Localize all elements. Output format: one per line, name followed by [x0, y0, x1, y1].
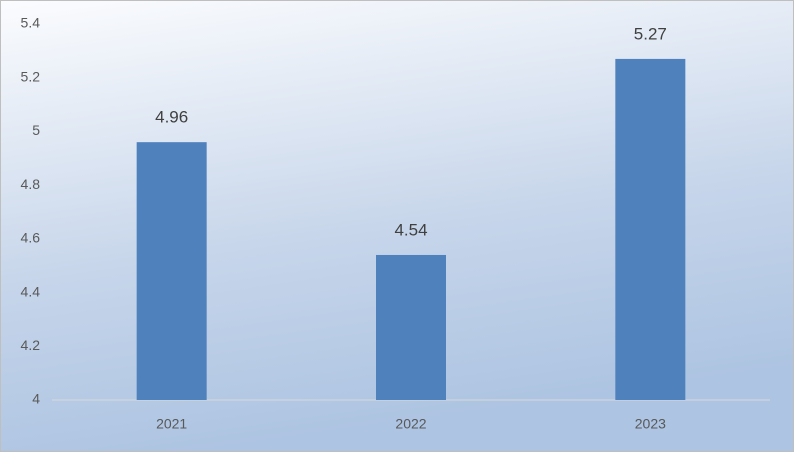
y-tick-label: 5.4 — [21, 15, 41, 31]
y-tick-label: 5 — [32, 122, 40, 138]
bar — [376, 254, 446, 400]
bar — [615, 58, 686, 401]
y-tick-label: 5.2 — [21, 68, 41, 84]
y-tick-label: 4.2 — [21, 337, 41, 353]
bar — [136, 142, 207, 400]
data-label: 4.96 — [155, 108, 188, 127]
x-tick-label: 2021 — [156, 416, 187, 432]
x-tick-label: 2022 — [395, 416, 426, 432]
y-tick-label: 4.6 — [21, 230, 41, 246]
data-label: 4.54 — [394, 220, 427, 239]
y-tick-label: 4.4 — [21, 283, 41, 299]
x-tick-label: 2023 — [635, 416, 666, 432]
y-tick-label: 4 — [32, 391, 40, 407]
y-tick-label: 4.8 — [21, 176, 41, 192]
data-label: 5.27 — [634, 24, 667, 43]
